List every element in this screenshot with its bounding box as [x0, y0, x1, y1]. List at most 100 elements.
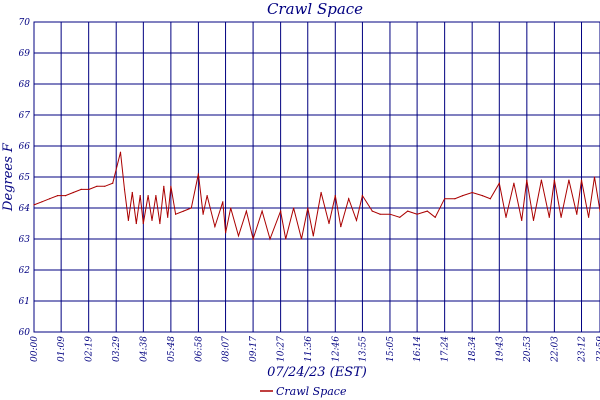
x-tick-label: 20:53: [523, 336, 533, 363]
x-tick-label: 13:55: [358, 336, 368, 362]
data-point: [96, 185, 98, 187]
x-tick-label: 15:05: [386, 336, 396, 362]
x-tick-label: 09:17: [249, 336, 259, 362]
data-point: [426, 210, 428, 212]
y-tick-label: 66: [19, 142, 31, 152]
data-point: [245, 210, 247, 212]
y-tick-label: 60: [19, 328, 31, 338]
x-tick-label: 23:59: [596, 336, 600, 363]
data-point: [560, 216, 562, 218]
data-point: [119, 151, 122, 153]
data-point: [454, 198, 456, 200]
data-point: [334, 195, 336, 197]
data-point: [175, 213, 177, 215]
data-point: [540, 179, 543, 181]
data-point: [104, 185, 106, 187]
x-tick-label: 16:14: [413, 336, 423, 362]
x-tick-label: 02:19: [85, 336, 95, 362]
data-point: [49, 198, 51, 200]
y-tick-label: 64: [19, 204, 31, 214]
series-layer: [33, 151, 600, 241]
x-tick-label: 06:58: [194, 336, 204, 362]
data-point: [521, 219, 523, 221]
data-point: [371, 210, 373, 212]
data-point: [123, 188, 126, 190]
data-point: [399, 216, 401, 218]
legend: Crawl Space: [260, 385, 347, 398]
x-tick-label: 08:07: [222, 336, 232, 362]
x-tick-label: 12:46: [331, 336, 341, 362]
data-point: [225, 232, 227, 234]
x-tick-label: 19:43: [495, 336, 505, 362]
data-point: [142, 222, 144, 225]
data-point: [139, 195, 141, 197]
data-point: [462, 195, 464, 197]
data-point: [389, 213, 391, 215]
chart-title: Crawl Space: [267, 0, 363, 18]
data-point: [182, 210, 185, 212]
data-point: [300, 238, 303, 240]
x-tick-label: 05:48: [167, 336, 177, 362]
data-point: [190, 207, 192, 209]
x-tick-label: 03:29: [112, 336, 122, 362]
data-point: [237, 235, 240, 237]
data-point: [361, 195, 363, 197]
x-tick-label: 23:12: [578, 336, 588, 363]
y-tick-label: 65: [19, 173, 31, 183]
data-point: [252, 238, 254, 240]
data-point: [532, 219, 535, 221]
data-point: [576, 213, 578, 215]
data-point: [407, 210, 409, 212]
data-point: [131, 191, 133, 194]
x-tick-label: 04:38: [139, 336, 149, 362]
x-tick-label: 22:03: [550, 336, 560, 363]
x-tick-label: 01:09: [57, 336, 67, 362]
data-point: [489, 198, 491, 200]
data-point: [214, 226, 216, 228]
data-point: [88, 188, 90, 190]
data-point: [434, 216, 436, 218]
data-point: [320, 191, 322, 194]
data-point: [167, 216, 169, 218]
series-line: [33, 152, 600, 241]
x-tick-label: 18:34: [468, 336, 478, 362]
x-axis-title: 07/24/23 (EST): [267, 365, 367, 380]
data-point: [135, 222, 137, 225]
data-point: [41, 201, 43, 203]
data-point: [269, 238, 271, 240]
data-point: [151, 219, 153, 221]
data-point: [553, 179, 556, 181]
data-point: [159, 222, 161, 225]
data-point: [593, 176, 596, 178]
data-point: [355, 219, 358, 221]
data-point: [505, 216, 507, 218]
data-point: [307, 207, 309, 209]
x-tick-labels: 00:00 01:09 02:19 03:29 04:38 05:48 06:58 08:07…: [30, 336, 600, 363]
data-point: [197, 173, 199, 175]
data-point: [261, 210, 263, 212]
data-point: [170, 185, 172, 187]
y-tick-labels: 60 61 62 63 64 65 66 67 68 69 70: [19, 18, 31, 338]
y-tick-label: 70: [19, 18, 31, 28]
data-point: [64, 195, 67, 197]
data-point: [340, 226, 342, 228]
data-point: [588, 216, 590, 218]
data-point: [285, 238, 287, 240]
data-point: [416, 213, 418, 215]
y-tick-label: 62: [19, 266, 31, 276]
data-point: [498, 182, 500, 184]
grid: [33, 21, 600, 333]
data-point: [57, 195, 59, 197]
data-point: [444, 198, 446, 200]
data-point: [202, 213, 204, 215]
y-tick-label: 68: [19, 80, 31, 90]
x-tick-label: 00:00: [30, 336, 40, 362]
legend-label: Crawl Space: [276, 385, 347, 398]
data-point: [72, 191, 74, 194]
data-point: [80, 188, 82, 190]
data-point: [222, 201, 224, 203]
y-axis-title: Degrees F: [1, 142, 16, 212]
data-point: [580, 179, 583, 181]
y-tick-label: 67: [19, 111, 31, 121]
